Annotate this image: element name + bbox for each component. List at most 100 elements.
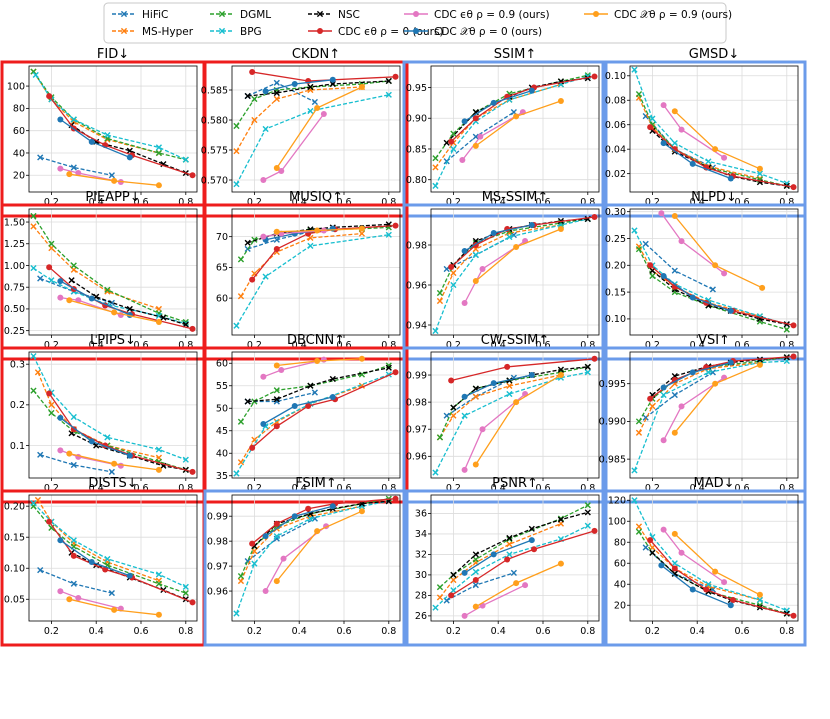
series-group	[233, 495, 399, 617]
chart-title: CKDN↑	[292, 47, 340, 62]
data-point-nsc	[329, 80, 336, 88]
data-point-dgml	[635, 418, 643, 425]
data-point-bpg	[705, 581, 712, 588]
legend-marker-cdc_x09	[593, 11, 599, 17]
data-point-bpg	[30, 499, 37, 507]
series-group	[432, 502, 598, 619]
data-point-cdc_x0	[727, 359, 734, 366]
data-point-bpg	[631, 227, 638, 234]
series-line-cdc_x09	[276, 510, 363, 582]
data-point-cdc_eps0	[392, 222, 399, 229]
chart-panel: FSIM↑ 0.2 0.4 0.6 0.8 0.96 0.97 0.98 0.99	[203, 476, 409, 647]
series-line-cdc_eps09	[461, 111, 524, 161]
data-point-cdc_x0	[660, 140, 667, 147]
data-point-hific	[70, 580, 77, 587]
data-point-hific	[642, 240, 649, 247]
y-tick-label: 0.97	[207, 561, 228, 572]
legend-marker-cdc_eps09	[413, 11, 419, 17]
x-tick-label: 0.4	[690, 197, 705, 208]
y-tick-label: 26	[415, 611, 427, 622]
data-point-cdc_x0	[461, 393, 468, 400]
data-point-cdc_x0	[291, 403, 298, 409]
data-point-mshyper	[450, 269, 457, 277]
series-line-bpg	[32, 355, 187, 461]
data-point-cdc_x09	[273, 165, 280, 171]
data-point-cdc_x09	[756, 591, 763, 598]
x-tick-label: 0.8	[178, 197, 193, 208]
data-point-cdc_x09	[66, 596, 73, 603]
series-group	[233, 221, 399, 329]
x-tick-label: 0.6	[734, 483, 749, 494]
series-line-cdc_eps0	[252, 71, 396, 82]
y-tick-label: 0.1	[10, 441, 25, 452]
plot-area	[430, 65, 600, 193]
legend-label-cdc_x0: CDC 𝒳θ ρ = 0 (ours)	[434, 26, 542, 38]
chart-panel: CKDN↑ 0.2 0.4 0.6 0.8 0.570 0.575 0.580 0.585	[201, 47, 409, 218]
plot-area	[629, 208, 799, 336]
data-point-cdc_x0	[291, 513, 298, 520]
data-point-bpg	[30, 352, 37, 360]
x-tick-label: 0.6	[734, 197, 749, 208]
data-point-mshyper	[635, 429, 643, 436]
data-point-cdc_eps09	[320, 356, 327, 363]
x-tick-label: 0.8	[779, 340, 794, 351]
x-tick-label: 0.6	[133, 340, 148, 351]
y-tick-label: 60	[216, 293, 228, 304]
data-point-bpg	[432, 469, 439, 476]
x-tick-label: 0.4	[690, 626, 705, 637]
data-point-hific	[37, 275, 44, 282]
chart-title: DISTS↓	[88, 476, 137, 491]
data-point-cdc_eps09	[660, 526, 667, 533]
data-point-cdc_x0	[528, 87, 535, 94]
data-point-cdc_x09	[557, 372, 564, 379]
series-line-cdc_eps09	[464, 584, 526, 617]
data-point-hific	[70, 461, 77, 469]
data-point-hific	[671, 391, 678, 399]
legend-item-bpg: BPG	[210, 26, 262, 38]
data-point-cdc_eps0	[249, 276, 256, 283]
chart-title: PIEAPP↓	[85, 190, 140, 205]
data-point-cdc_eps0	[472, 577, 479, 584]
data-point-bpg	[756, 596, 764, 604]
data-point-dgml	[635, 528, 643, 535]
data-point-cdc_x0	[660, 273, 667, 280]
plot-area	[231, 208, 401, 336]
x-tick-label: 0.4	[491, 626, 506, 637]
data-point-bpg	[307, 515, 314, 522]
data-point-cdc_x09	[314, 528, 321, 535]
data-point-cdc_x0	[490, 551, 497, 558]
data-point-cdc_x09	[759, 284, 766, 291]
x-tick-label: 0.2	[44, 483, 59, 494]
y-tick-label: 1.50	[4, 217, 25, 228]
data-point-cdc_eps0	[647, 395, 654, 402]
plot-area	[231, 494, 401, 622]
data-point-cdc_x0	[689, 294, 696, 301]
y-tick-label: 0.85	[406, 144, 427, 155]
data-point-dgml	[649, 272, 656, 280]
data-point-cdc_eps0	[531, 546, 538, 553]
data-point-bpg	[671, 139, 678, 147]
x-tick-label: 0.8	[779, 626, 794, 637]
data-point-bpg	[182, 156, 189, 163]
data-point-cdc_eps0	[790, 353, 797, 360]
series-line-nsc	[247, 367, 389, 403]
series-line-cdc_eps0	[251, 498, 396, 545]
data-point-cdc_x0	[490, 99, 497, 106]
y-tick-label: 0.3	[10, 359, 25, 370]
data-point-cdc_x0	[126, 452, 133, 459]
data-point-mshyper	[450, 412, 457, 419]
data-point-bpg	[30, 264, 37, 272]
data-point-mshyper	[436, 594, 444, 601]
y-tick-label: 0.97	[406, 425, 427, 436]
data-point-cdc_x0	[727, 175, 734, 182]
y-tick-label: 35	[216, 471, 228, 482]
series-line-nsc	[651, 270, 787, 325]
data-point-cdc_x09	[273, 228, 280, 235]
data-point-cdc_x09	[66, 450, 73, 457]
data-point-cdc_eps09	[721, 154, 728, 161]
data-point-bpg	[506, 233, 513, 241]
data-point-bpg	[432, 327, 439, 335]
data-point-bpg	[48, 277, 55, 284]
data-point-cdc_x09	[712, 262, 719, 269]
data-point-mshyper	[450, 576, 457, 584]
